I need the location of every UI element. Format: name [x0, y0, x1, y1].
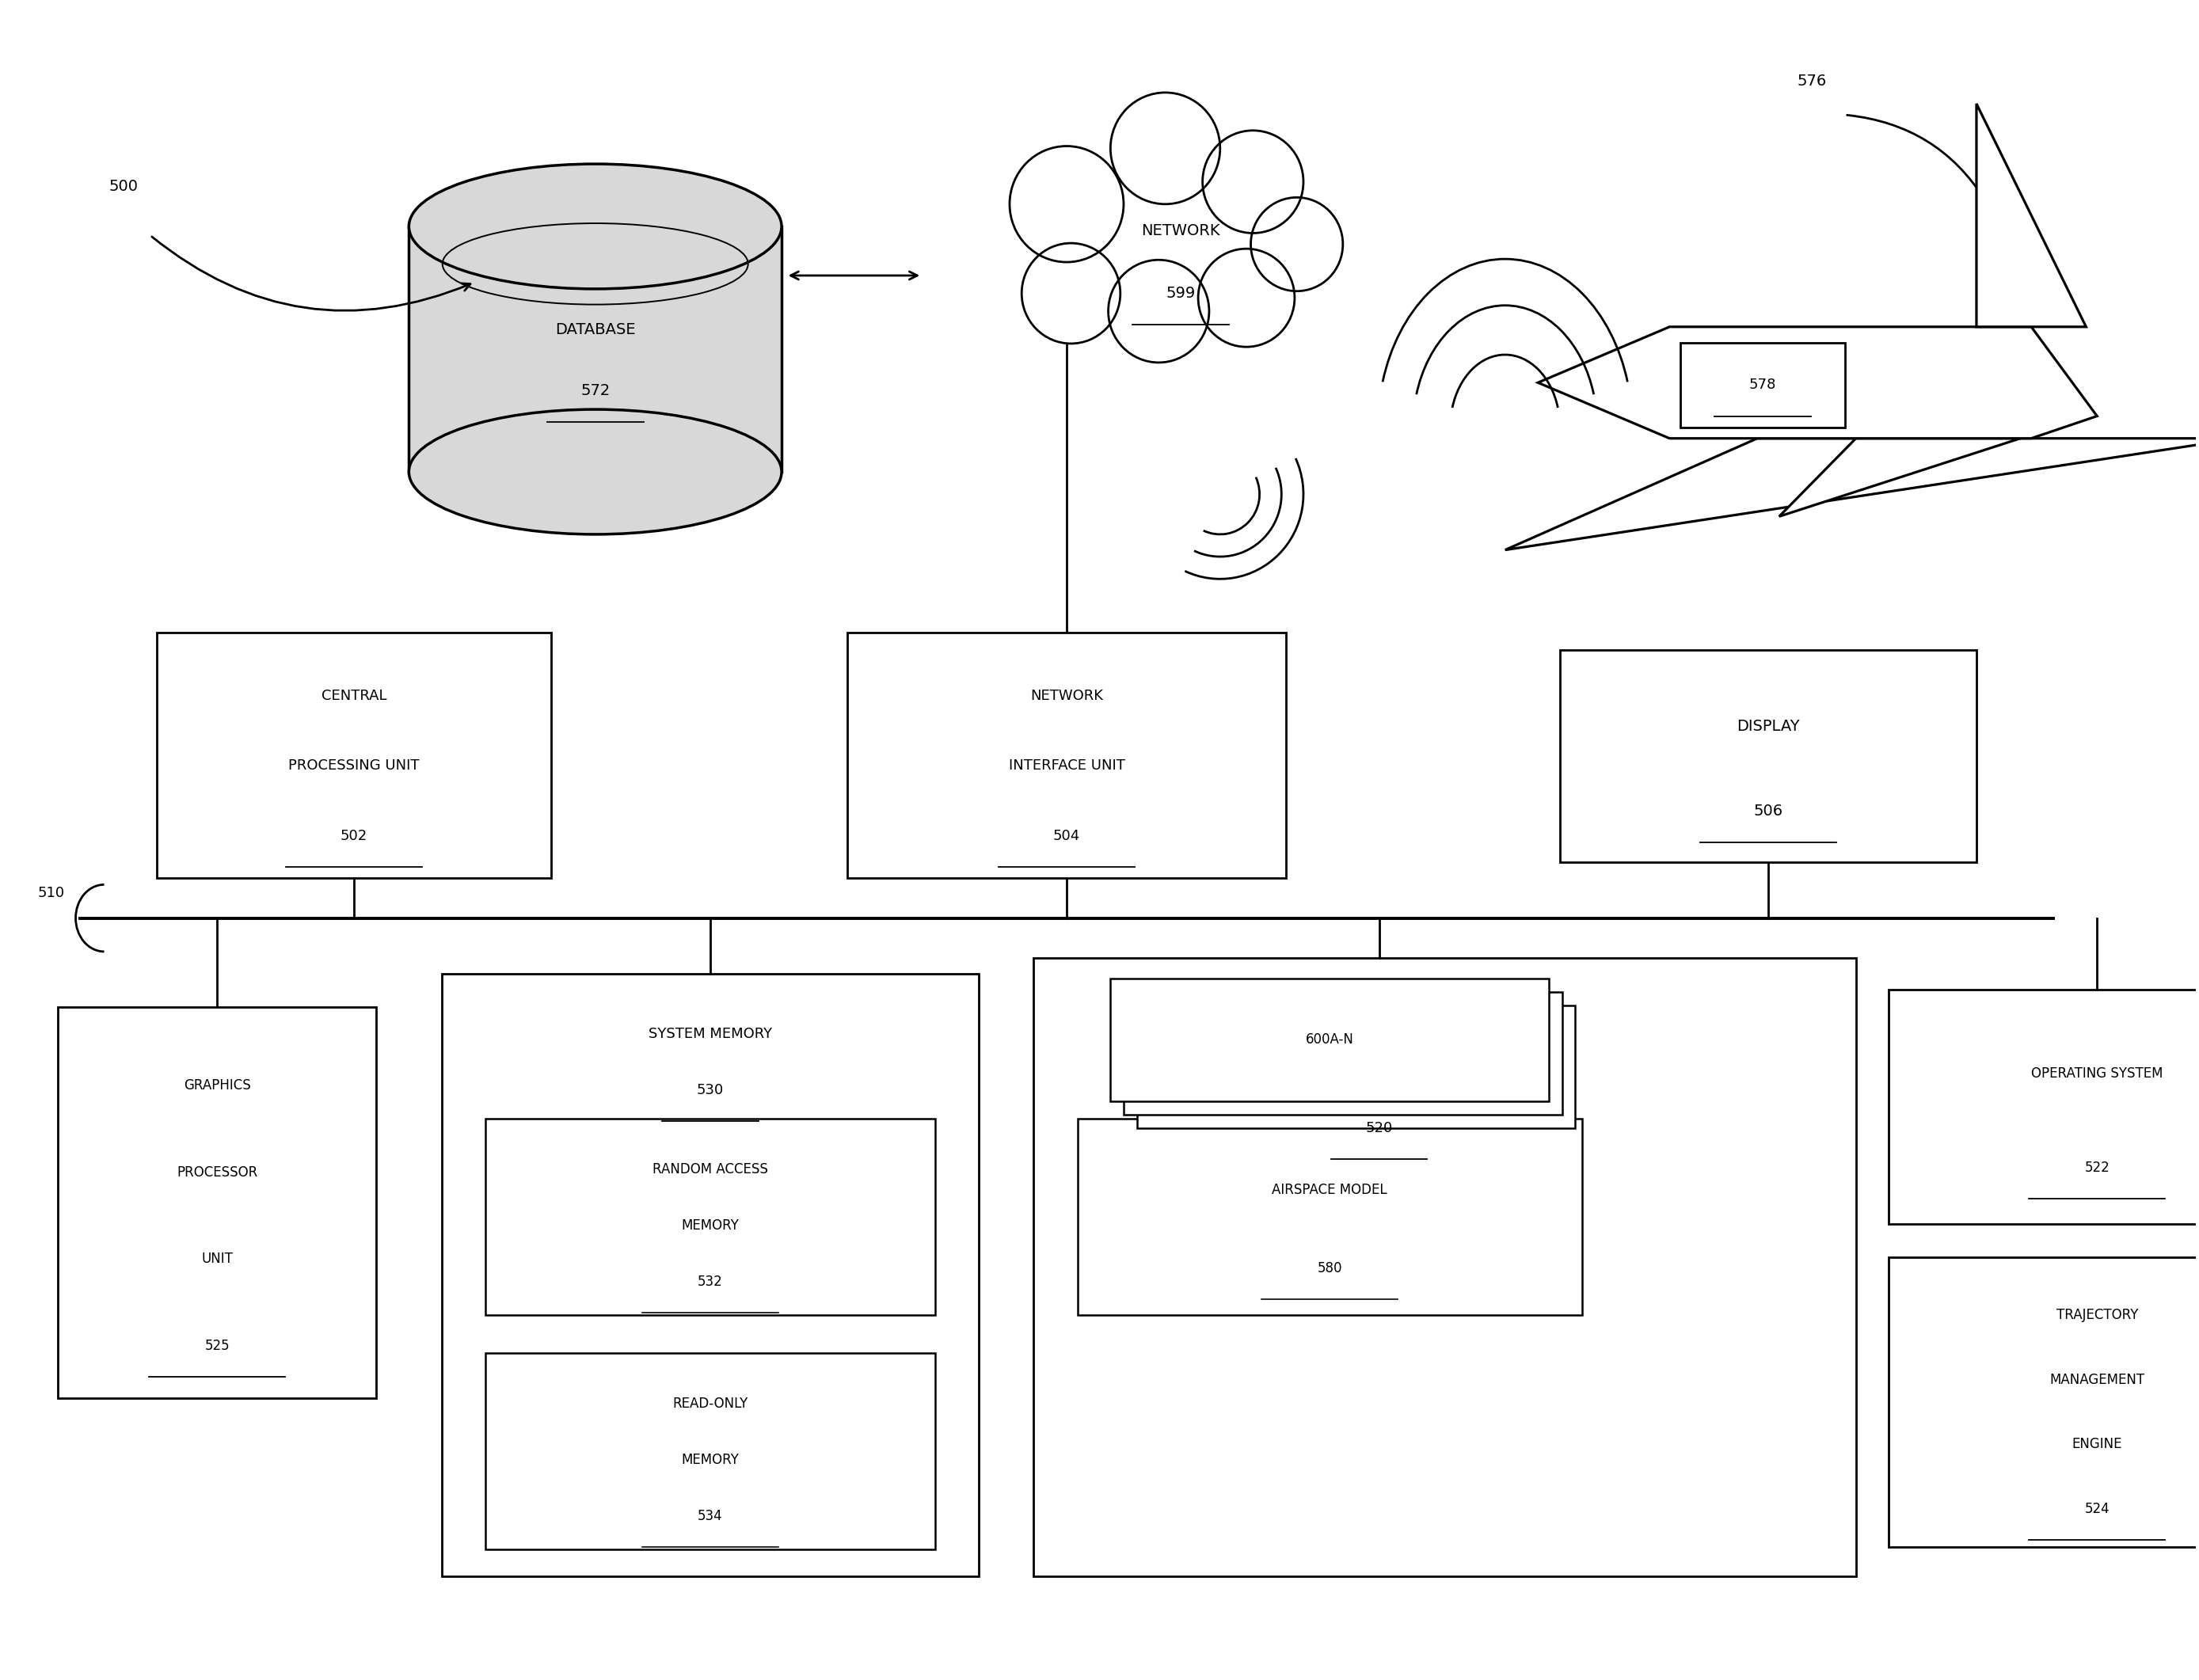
Ellipse shape	[409, 410, 781, 534]
Text: TRAJECTORY: TRAJECTORY	[2056, 1309, 2137, 1322]
Text: 572: 572	[581, 383, 609, 398]
Text: DISPLAY: DISPLAY	[1737, 719, 1799, 734]
FancyBboxPatch shape	[1889, 990, 2199, 1223]
Text: GRAPHICS: GRAPHICS	[183, 1079, 251, 1092]
Ellipse shape	[409, 165, 781, 289]
Text: OPERATING SYSTEM: OPERATING SYSTEM	[2032, 1067, 2164, 1080]
Text: 504: 504	[1053, 828, 1080, 843]
Text: 522: 522	[2085, 1161, 2109, 1174]
Text: MASS STORAGE: MASS STORAGE	[1324, 1011, 1436, 1025]
Ellipse shape	[1110, 92, 1220, 203]
Ellipse shape	[1251, 198, 1344, 291]
FancyBboxPatch shape	[847, 632, 1286, 879]
Polygon shape	[1504, 438, 2199, 549]
Text: 525: 525	[205, 1339, 229, 1352]
Ellipse shape	[1108, 260, 1209, 363]
Text: 524: 524	[2085, 1502, 2109, 1515]
Text: 520: 520	[1366, 1121, 1392, 1136]
FancyBboxPatch shape	[1889, 1257, 2199, 1547]
Text: UNIT: UNIT	[202, 1252, 233, 1267]
Text: SYSTEM MEMORY: SYSTEM MEMORY	[649, 1026, 772, 1042]
FancyBboxPatch shape	[486, 1352, 935, 1549]
FancyBboxPatch shape	[1110, 978, 1548, 1100]
Ellipse shape	[1203, 131, 1304, 234]
Text: DEVICE: DEVICE	[1352, 1067, 1405, 1082]
Text: 534: 534	[697, 1509, 723, 1524]
FancyBboxPatch shape	[156, 632, 552, 879]
FancyBboxPatch shape	[1078, 1119, 1581, 1315]
FancyBboxPatch shape	[1124, 991, 1561, 1114]
Text: 506: 506	[1753, 805, 1783, 818]
Text: AIRSPACE MODEL: AIRSPACE MODEL	[1271, 1183, 1388, 1196]
Text: DATABASE: DATABASE	[554, 323, 636, 338]
Text: 580: 580	[1317, 1262, 1341, 1275]
Text: 532: 532	[697, 1275, 723, 1289]
FancyBboxPatch shape	[57, 1008, 376, 1398]
Polygon shape	[1977, 104, 2087, 328]
Text: RANDOM ACCESS: RANDOM ACCESS	[653, 1163, 767, 1176]
Text: NETWORK: NETWORK	[1029, 689, 1104, 702]
Text: MEMORY: MEMORY	[682, 1453, 739, 1467]
Text: MEMORY: MEMORY	[682, 1218, 739, 1233]
Ellipse shape	[1023, 244, 1119, 343]
Text: 530: 530	[697, 1084, 723, 1097]
Text: 576: 576	[1797, 74, 1827, 89]
FancyBboxPatch shape	[1559, 650, 1977, 862]
Text: 600A-N: 600A-N	[1306, 1033, 1355, 1047]
Text: 510: 510	[37, 885, 64, 900]
Text: PROCESSING UNIT: PROCESSING UNIT	[288, 759, 420, 773]
FancyBboxPatch shape	[486, 1119, 935, 1315]
Text: READ-ONLY: READ-ONLY	[673, 1396, 748, 1411]
Ellipse shape	[1009, 146, 1124, 262]
Polygon shape	[1779, 438, 2021, 516]
Text: 502: 502	[341, 828, 367, 843]
Text: CENTRAL: CENTRAL	[321, 689, 387, 702]
Text: NETWORK: NETWORK	[1141, 223, 1220, 239]
Text: ENGINE: ENGINE	[2071, 1436, 2122, 1452]
Polygon shape	[1537, 328, 2098, 438]
FancyBboxPatch shape	[1680, 343, 1845, 427]
FancyBboxPatch shape	[1034, 958, 1856, 1576]
Text: 599: 599	[1165, 286, 1196, 301]
Ellipse shape	[1198, 249, 1295, 346]
Text: PROCESSOR: PROCESSOR	[176, 1164, 257, 1179]
Text: MANAGEMENT: MANAGEMENT	[2049, 1373, 2144, 1386]
Text: 578: 578	[1748, 378, 1777, 391]
Text: 500: 500	[110, 178, 139, 193]
FancyBboxPatch shape	[442, 974, 979, 1576]
FancyBboxPatch shape	[1137, 1005, 1574, 1127]
Text: INTERFACE UNIT: INTERFACE UNIT	[1009, 759, 1124, 773]
Polygon shape	[409, 227, 781, 472]
